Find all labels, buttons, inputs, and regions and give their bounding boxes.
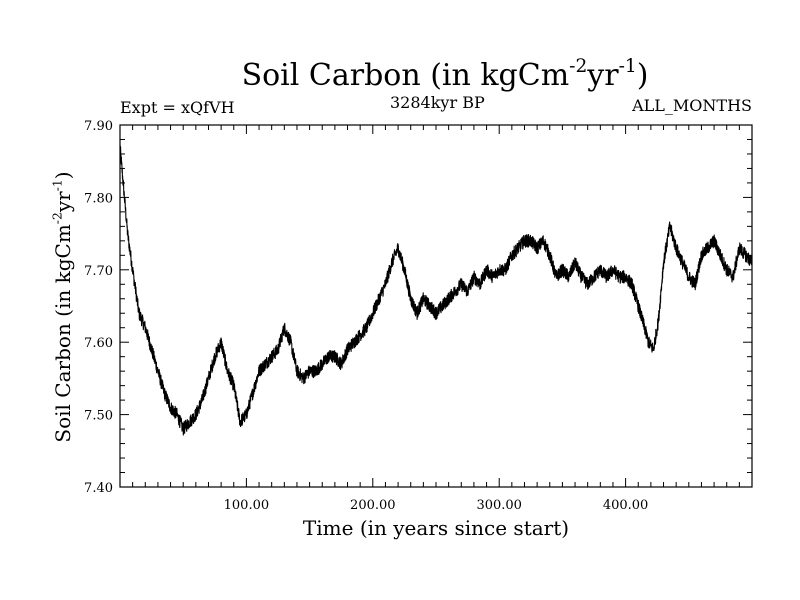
series-layer (120, 145, 752, 435)
y-tick-label: 7.70 (84, 264, 113, 279)
y-tick-label: 7.40 (84, 481, 113, 496)
y-tick-label: 7.50 (84, 409, 113, 424)
x-tick-label: 200.00 (350, 498, 396, 513)
y-tick-label: 7.80 (84, 191, 113, 206)
x-tick-label: 100.00 (224, 498, 270, 513)
plot-frame (120, 125, 752, 487)
axis-ticks (120, 125, 752, 487)
y-tick-label: 7.90 (84, 119, 113, 134)
tick-labels: 100.00 200.00 300.00 400.00 7.40 7.50 7.60 7.70… (84, 119, 648, 513)
chart-canvas: 100.00 200.00 300.00 400.00 7.40 7.50 7.60 7.70… (0, 0, 800, 600)
x-tick-label: 300.00 (476, 498, 522, 513)
series-line (120, 145, 752, 435)
y-tick-label: 7.60 (84, 336, 113, 351)
x-tick-label: 400.00 (603, 498, 649, 513)
